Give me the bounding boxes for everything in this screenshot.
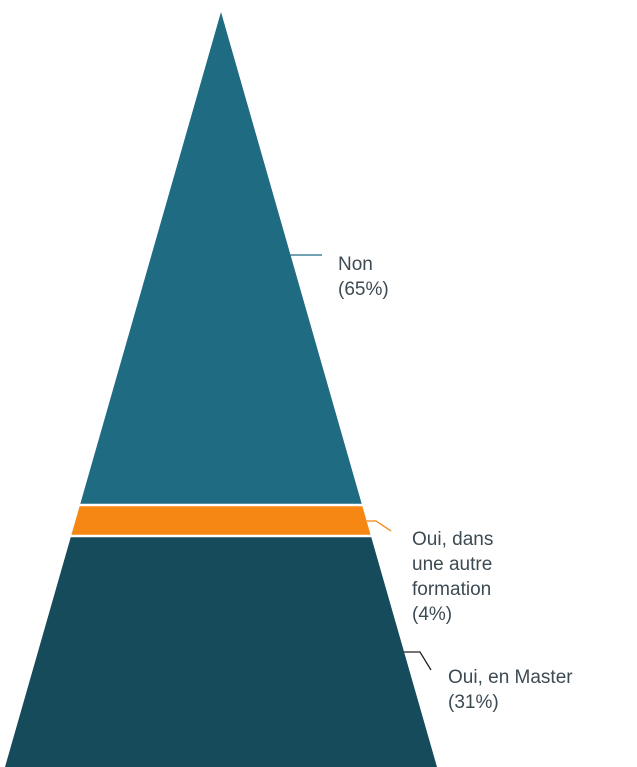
- segment-label-line: Non: [338, 254, 373, 275]
- leader-line-oui-dans: [366, 520, 392, 532]
- leader-lines: [290, 254, 432, 671]
- segment-label-line: (4%): [412, 604, 452, 625]
- pyramid-segment-oui-en-master: [5, 536, 437, 767]
- segment-labels: Non (65%)Oui, dans une autre formation (4%)O…: [338, 254, 573, 713]
- segment-label-line: (31%): [448, 692, 499, 713]
- pyramid-segments: [5, 12, 437, 767]
- segment-label-line: Oui, dans: [412, 529, 493, 550]
- segment-label-line: une autre: [412, 554, 492, 575]
- segment-label-oui-dans: Oui, dans une autre formation (4%): [412, 529, 493, 625]
- segment-label-oui-en-master: Oui, en Master (31%): [448, 667, 573, 713]
- leader-line-oui-en-master: [404, 651, 432, 671]
- pyramid-segment-non: [79, 12, 363, 505]
- segment-label-line: Oui, en Master: [448, 667, 573, 688]
- segment-label-non: Non (65%): [338, 254, 389, 300]
- segment-label-line: (65%): [338, 279, 389, 300]
- pyramid-segment-oui-dans: [71, 505, 371, 536]
- segment-label-line: formation: [412, 579, 491, 600]
